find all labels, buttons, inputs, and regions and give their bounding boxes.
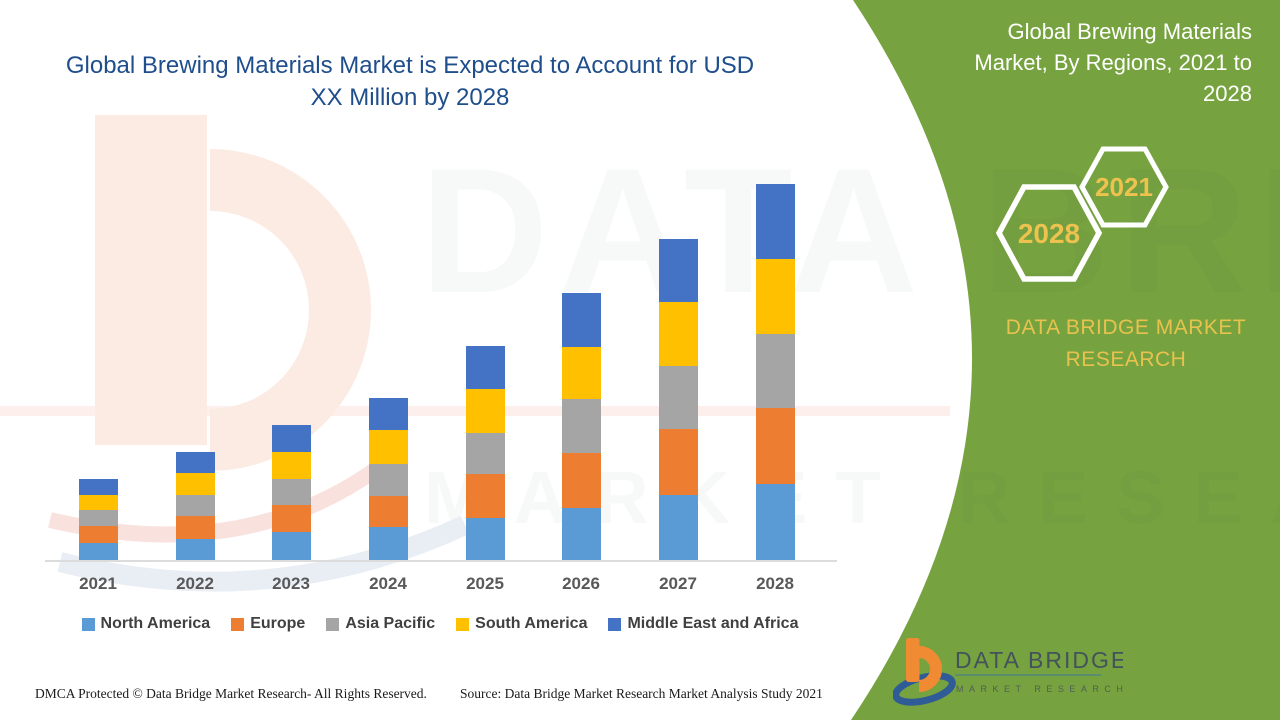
data-bridge-logo: DATA BRIDGE MARKET RESEARCH [893, 638, 1123, 706]
bar-segment-2021-europe [78, 526, 118, 543]
bar-segment-2022-middle-east-and-africa [175, 452, 215, 473]
bar-segment-2028-asia-pacific [755, 334, 795, 408]
bar-segment-2028-north-america [755, 484, 795, 560]
legend-swatch [608, 617, 622, 631]
bar-segment-2023-south-america [271, 452, 311, 479]
x-axis-label-2024: 2024 [369, 574, 407, 593]
bar-segment-2021-middle-east-and-africa [78, 479, 118, 495]
hexagon-2021 [1079, 146, 1169, 228]
x-axis-label-2025: 2025 [466, 574, 504, 593]
bar-segment-2024-asia-pacific [368, 464, 408, 496]
x-axis-label-2021: 2021 [79, 574, 117, 593]
legend-swatch [456, 617, 470, 631]
bar-segment-2023-north-america [271, 532, 311, 560]
legend-item-middle-east-and-africa: Middle East and Africa [608, 615, 798, 633]
bar-segment-2028-south-america [755, 259, 795, 334]
bar-segment-2027-north-america [658, 495, 698, 560]
bar-segment-2024-europe [368, 496, 408, 527]
bar-segment-2022-north-america [175, 539, 215, 560]
logo-text-market-research: MARKET RESEARCH [956, 684, 1123, 694]
legend-item-asia-pacific: Asia Pacific [326, 615, 435, 633]
x-axis-label-2027: 2027 [659, 574, 697, 593]
bar-2025 [465, 346, 505, 560]
hexagon-2028 [995, 184, 1103, 282]
bar-segment-2024-south-america [368, 430, 408, 464]
bar-segment-2026-north-america [561, 508, 601, 560]
bar-segment-2025-asia-pacific [465, 433, 505, 474]
x-axis-line [45, 560, 837, 562]
legend-item-europe: Europe [231, 615, 305, 633]
legend-label: Asia Pacific [345, 615, 436, 632]
x-axis-label-2023: 2023 [272, 574, 310, 593]
panel-title: Global Brewing Materials Market, By Regi… [974, 19, 1252, 107]
brand-text: DATA BRIDGE MARKET RESEARCH [1005, 316, 1247, 371]
bar-segment-2025-north-america [465, 518, 505, 560]
bar-2022 [175, 452, 215, 560]
bar-segment-2026-south-america [561, 347, 601, 399]
legend-item-south-america: South America [456, 615, 587, 633]
bar-segment-2022-europe [175, 516, 215, 539]
bar-2028 [755, 184, 795, 560]
stacked-bar-chart: 2021 2022 2023 2024 2025 2026 2027 2028 [45, 184, 837, 593]
bar-segment-2027-middle-east-and-africa [658, 239, 698, 302]
bar-2024 [368, 398, 408, 560]
chart-title: Global Brewing Materials Market is Expec… [65, 52, 755, 112]
legend-label: South America [475, 615, 588, 632]
bar-segment-2024-middle-east-and-africa [368, 398, 408, 430]
legend-swatch [231, 617, 245, 631]
legend-label: Europe [250, 615, 306, 632]
legend-label: North America [100, 615, 211, 632]
bar-segment-2025-europe [465, 474, 505, 518]
bar-segment-2027-asia-pacific [658, 366, 698, 429]
logo-text-data-bridge: DATA BRIDGE [955, 647, 1123, 673]
bar-segment-2022-south-america [175, 473, 215, 495]
bar-2023 [271, 425, 311, 560]
x-axis-label-2022: 2022 [176, 574, 214, 593]
bar-segment-2025-south-america [465, 389, 505, 433]
bar-segment-2023-asia-pacific [271, 479, 311, 505]
bar-segment-2021-asia-pacific [78, 510, 118, 526]
legend-swatch [326, 617, 340, 631]
legend-label: Middle East and Africa [627, 615, 799, 632]
bar-segment-2024-north-america [368, 527, 408, 560]
year-hexagons: 2021 2028 [995, 146, 1169, 282]
bar-segment-2021-south-america [78, 495, 118, 510]
x-axis-label-2026: 2026 [562, 574, 600, 593]
bar-segment-2026-europe [561, 453, 601, 508]
bar-segment-2027-europe [658, 429, 698, 495]
bar-segment-2027-south-america [658, 302, 698, 366]
bar-segment-2023-europe [271, 505, 311, 532]
bar-2021 [78, 479, 118, 560]
bar-segment-2021-north-america [78, 543, 118, 560]
footer-source-text: Source: Data Bridge Market Research Mark… [460, 686, 823, 701]
bar-segment-2025-middle-east-and-africa [465, 346, 505, 389]
x-axis-label-2028: 2028 [756, 574, 794, 593]
bar-2026 [561, 293, 601, 560]
bar-segment-2026-middle-east-and-africa [561, 293, 601, 347]
logo-b-mark [893, 638, 956, 706]
bar-2027 [658, 239, 698, 560]
bar-segment-2026-asia-pacific [561, 399, 601, 453]
bar-segment-2028-europe [755, 408, 795, 484]
footer-dmca-text: DMCA Protected © Data Bridge Market Rese… [35, 686, 427, 701]
hexagon-2021-label: 2021 [1095, 172, 1153, 202]
legend-swatch [81, 617, 95, 631]
legend-item-north-america: North America [81, 615, 211, 633]
bar-segment-2023-middle-east-and-africa [271, 425, 311, 452]
bar-segment-2028-middle-east-and-africa [755, 184, 795, 259]
bar-segment-2022-asia-pacific [175, 495, 215, 516]
hexagon-2028-label: 2028 [1018, 218, 1080, 249]
chart-legend: North America Europe Asia Pacific South Ame… [40, 615, 840, 633]
